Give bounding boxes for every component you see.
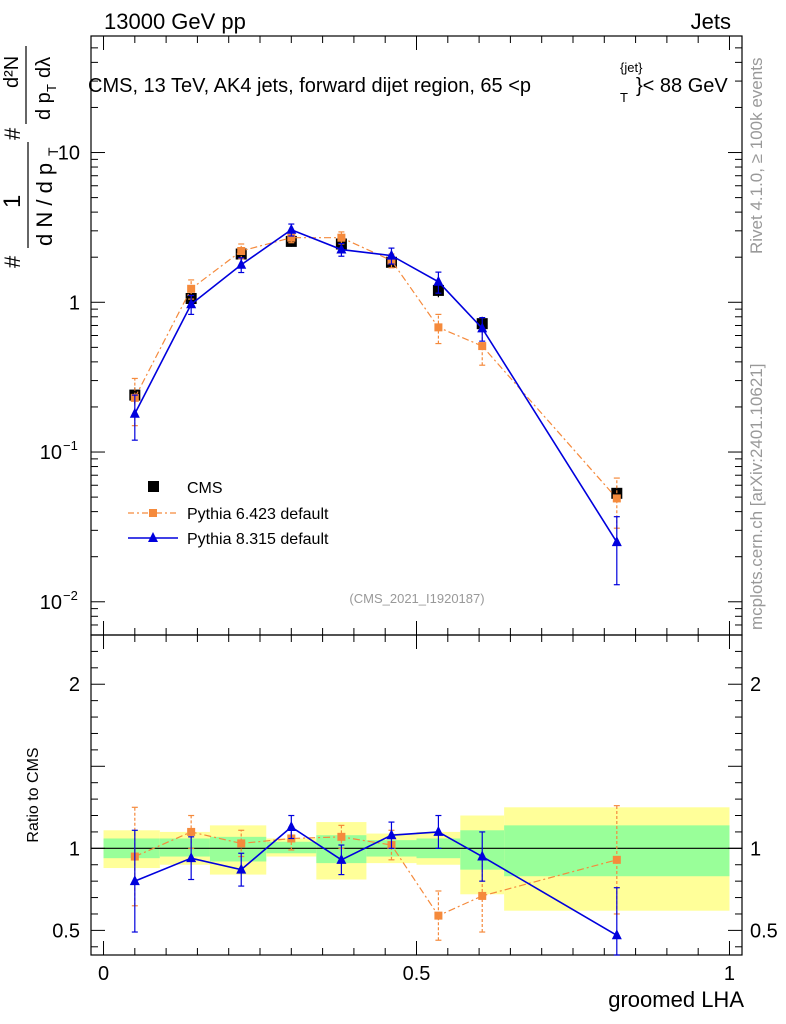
legend-cms-label: CMS xyxy=(187,480,223,497)
main-py8-point xyxy=(236,258,247,269)
ratio-py6-point xyxy=(434,911,443,920)
legend-py6-label: Pythia 6.423 default xyxy=(187,506,329,523)
main-py8-point xyxy=(477,322,488,333)
main-py6-point xyxy=(337,233,346,242)
legend-cms-marker xyxy=(148,481,159,492)
legend-py8-label: Pythia 8.315 default xyxy=(187,531,329,548)
title-sup: {jet} xyxy=(620,60,643,75)
main-ytick-exp-0: −2 xyxy=(63,588,78,603)
ratio-py8-point xyxy=(286,821,297,831)
header-left: 13000 GeV pp xyxy=(104,9,246,34)
legend: CMS Pythia 6.423 default Pythia 8.315 de… xyxy=(128,480,329,548)
ratio-py8-point xyxy=(386,829,397,840)
ratio-py8-point xyxy=(611,929,622,940)
ratio-band-inner-1 xyxy=(159,838,210,857)
main-ylabel: # 1 d N / d p T # d²N d p T dλ xyxy=(0,46,61,268)
main-py6-point xyxy=(434,323,443,332)
main-py6-point xyxy=(612,494,621,503)
legend-py6-marker xyxy=(149,509,157,517)
main-py8-point xyxy=(386,249,397,260)
title-suffix: }< 88 GeV xyxy=(636,75,728,97)
ratio-py6-point xyxy=(337,832,346,841)
ylabel-one: 1 xyxy=(0,195,26,208)
ratio-py6-point xyxy=(187,827,196,836)
ratio-ytick-label-left-0: 0.5 xyxy=(52,920,80,942)
ylabel-hash2: # xyxy=(0,127,25,140)
main-py6-point xyxy=(187,284,196,293)
legend-py8-marker xyxy=(148,532,158,542)
title-prefix: CMS, 13 TeV, AK4 jets, forward dijet reg… xyxy=(88,75,531,97)
ratio-ytick-label-left-2: 2 xyxy=(69,674,80,696)
plot-title: CMS, 13 TeV, AK4 jets, forward dijet reg… xyxy=(88,75,531,97)
title-sub: T xyxy=(620,90,628,105)
ratio-py6-point xyxy=(237,839,246,848)
rivet-label: Rivet 4.1.0, ≥ 100k events xyxy=(747,58,766,254)
ylabel-frac2-num: d²N xyxy=(1,56,23,88)
main-py8-point xyxy=(433,275,444,286)
ratio-py8-point xyxy=(336,853,347,864)
main-py6-line xyxy=(134,237,618,499)
mcplots-label: mcplots.cern.ch [arXiv:2401.10621] xyxy=(747,364,766,630)
ratio-ytick-label-left-1: 1 xyxy=(69,838,80,860)
ratio-py6-point xyxy=(612,855,621,864)
ratio-py6-point xyxy=(478,891,487,900)
main-ytick-label-3: 10 xyxy=(58,143,80,165)
ratio-ytick-label-right-2: 2 xyxy=(750,674,761,696)
ylabel-hash1: # xyxy=(0,255,25,268)
ylabel-frac1-den: d N / d p xyxy=(32,163,57,246)
ratio-py8-point xyxy=(433,825,444,836)
main-ytick-label-2: 1 xyxy=(69,292,80,314)
xtick-label-2: 1 xyxy=(724,963,735,985)
main-py8-point xyxy=(336,243,347,254)
ylabel-frac2-den-end: dλ xyxy=(33,57,55,78)
main-py6-point xyxy=(237,247,246,256)
ylabel-frac2-den-sub: T xyxy=(44,84,59,92)
header-right: Jets xyxy=(691,9,731,34)
ratio-ytick-label-right-0: 0.5 xyxy=(750,920,778,942)
main-ytick-exp-1: −1 xyxy=(63,438,78,453)
main-py6-point xyxy=(478,342,487,351)
main-ytick-label-1: 10 xyxy=(40,442,62,464)
ratio-plot: 0 0.5 1 0.5 0.5 1 1 2 2 xyxy=(52,634,778,985)
watermark: (CMS_2021_I1920187) xyxy=(349,591,484,606)
xtick-label-1: 0.5 xyxy=(403,963,431,985)
main-py8-point xyxy=(129,407,140,418)
ratio-py8-point xyxy=(186,852,197,863)
xlabel: groomed LHA xyxy=(608,987,744,1012)
main-py8-point xyxy=(611,536,622,547)
ratio-ytick-label-right-1: 1 xyxy=(750,838,761,860)
ratio-py8-point xyxy=(236,863,247,874)
ylabel-frac1-den-sub: T xyxy=(45,147,61,156)
cms-point xyxy=(611,487,623,499)
ratio-py8-point xyxy=(477,850,488,861)
main-py8-point xyxy=(286,223,297,234)
main-py6-point xyxy=(287,233,296,242)
ylabel-frac2-den: d p xyxy=(33,92,55,120)
xtick-label-0: 0 xyxy=(98,963,109,985)
main-py8-point xyxy=(186,298,197,309)
main-ytick-label-0: 10 xyxy=(40,592,62,614)
ratio-ylabel: Ratio to CMS xyxy=(25,747,42,842)
ratio-py8-point xyxy=(129,875,140,886)
